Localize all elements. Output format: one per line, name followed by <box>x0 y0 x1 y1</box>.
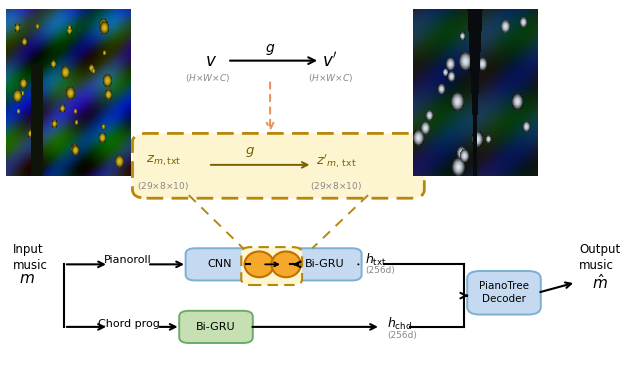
Text: $v$: $v$ <box>205 52 217 70</box>
FancyBboxPatch shape <box>467 271 541 315</box>
Text: $g$: $g$ <box>265 42 275 57</box>
Text: Pianoroll: Pianoroll <box>104 255 152 265</box>
Text: PianoTree
Decoder: PianoTree Decoder <box>479 281 529 304</box>
Text: $g$: $g$ <box>244 145 255 158</box>
Text: Bi-GRU: Bi-GRU <box>196 322 236 332</box>
Text: Bi-GRU: Bi-GRU <box>305 259 344 269</box>
Text: Output
music: Output music <box>579 243 620 272</box>
Text: $v'$: $v'$ <box>322 51 337 70</box>
Text: CNN: CNN <box>207 259 232 269</box>
Text: $z_{m,\mathrm{txt}}$: $z_{m,\mathrm{txt}}$ <box>145 154 181 168</box>
Text: $(H{\times}W{\times}C)$: $(H{\times}W{\times}C)$ <box>186 72 230 84</box>
FancyBboxPatch shape <box>186 248 253 280</box>
Text: (256d): (256d) <box>365 266 395 276</box>
Text: $(29{\times}8{\times}10)$: $(29{\times}8{\times}10)$ <box>138 180 189 192</box>
Text: Input
music: Input music <box>13 243 47 272</box>
Text: $\hat{m}$: $\hat{m}$ <box>592 273 608 292</box>
Text: Chord prog.: Chord prog. <box>99 319 164 329</box>
FancyBboxPatch shape <box>132 133 424 198</box>
Text: $z'_{m,\,\mathrm{txt}}$: $z'_{m,\,\mathrm{txt}}$ <box>316 152 356 170</box>
Ellipse shape <box>271 252 301 277</box>
Text: $h_{\mathrm{chd}}$: $h_{\mathrm{chd}}$ <box>387 316 412 332</box>
FancyBboxPatch shape <box>288 248 362 280</box>
Text: (256d): (256d) <box>387 331 417 340</box>
Text: $(H{\times}W{\times}C)$: $(H{\times}W{\times}C)$ <box>308 72 353 84</box>
Text: $(29{\times}8{\times}10)$: $(29{\times}8{\times}10)$ <box>310 180 362 192</box>
Text: $h_{\mathrm{txt}}$: $h_{\mathrm{txt}}$ <box>365 252 387 268</box>
FancyBboxPatch shape <box>241 247 302 285</box>
Text: $m$: $m$ <box>19 271 35 286</box>
FancyBboxPatch shape <box>179 311 253 343</box>
Ellipse shape <box>244 252 274 277</box>
